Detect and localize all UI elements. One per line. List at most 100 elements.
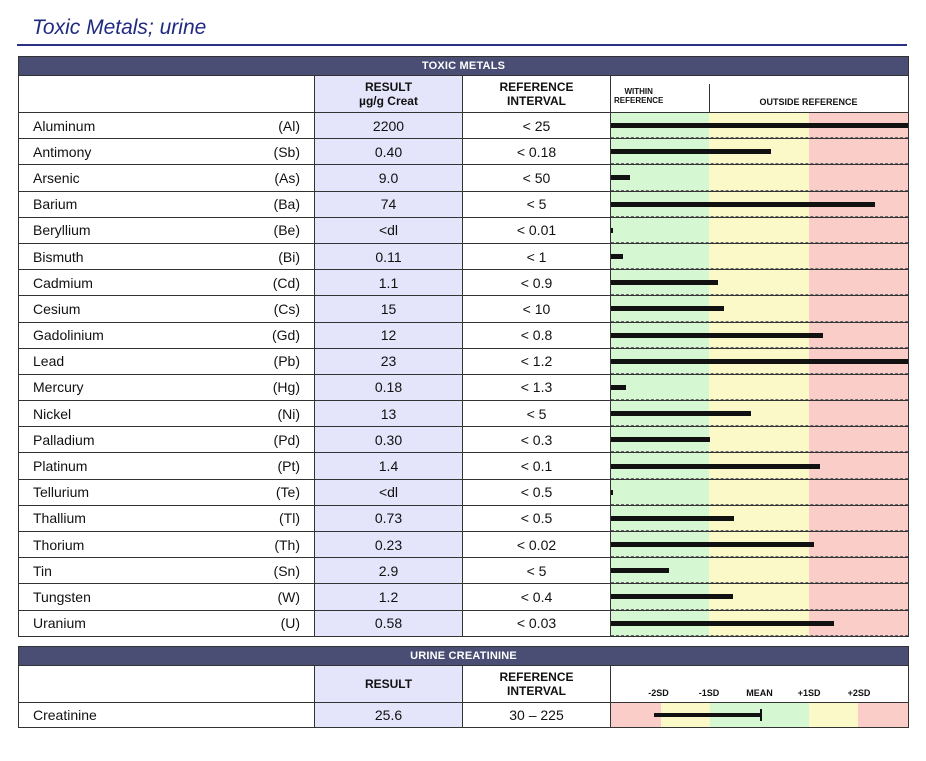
gauge-zones: [611, 165, 908, 191]
metal-result: 1.2: [314, 583, 463, 611]
metal-name-cell: Beryllium (Be): [18, 216, 315, 244]
gauge-zones: [611, 480, 908, 505]
metal-name-cell: Platinum (Pt): [18, 452, 315, 480]
metal-name-cell: Tungsten (W): [18, 583, 315, 611]
metal-result: 12: [314, 321, 463, 349]
metal-name: Bismuth: [33, 248, 84, 265]
metal-reference: < 0.03: [462, 609, 611, 637]
metal-result: 0.11: [314, 242, 463, 271]
metal-gauge: [609, 269, 910, 297]
metal-name-cell: Tellurium (Te): [18, 478, 315, 506]
outside-reference-label: OUTSIDE REFERENCE: [759, 97, 858, 107]
sd-label: -1SD: [698, 688, 720, 698]
zone-outside: [809, 270, 908, 295]
metal-result: 0.23: [314, 530, 463, 559]
result-bar: [611, 437, 711, 443]
metal-gauge: [609, 426, 910, 454]
gauge-zones: [611, 244, 908, 269]
metal-name-cell: Cesium (Cs): [18, 295, 315, 323]
metal-symbol: (As): [274, 169, 300, 186]
metal-result: <dl: [314, 216, 463, 244]
zone-high-caution: [809, 703, 859, 727]
metal-symbol: (Cs): [273, 300, 300, 317]
metal-symbol: (Bi): [278, 248, 300, 265]
metal-name: Cadmium: [33, 274, 93, 291]
gauge-dash-line: [611, 294, 908, 295]
metal-name-cell: Palladium (Pd): [18, 426, 315, 454]
gauge-dash-line: [611, 530, 908, 531]
zone-caution: [709, 218, 809, 243]
metal-result: 23: [314, 347, 463, 375]
metal-rows: Aluminum (Al) 2200 < 25 Antimony (Sb) 0.…: [18, 111, 910, 637]
result-bar: [611, 542, 815, 548]
metal-reference: < 5: [462, 557, 611, 585]
result-bar: [611, 123, 908, 129]
metal-name: Gadolinium: [33, 327, 104, 344]
metal-gauge: [609, 504, 910, 533]
metal-gauge: [609, 609, 910, 637]
metal-name: Antimony: [33, 143, 92, 160]
metal-name: Nickel: [33, 405, 72, 422]
metal-name: Tungsten: [33, 588, 91, 605]
zone-caution: [709, 427, 809, 452]
zone-outside: [809, 323, 908, 348]
metal-reference: < 0.18: [462, 138, 611, 166]
creatinine-reference-line2: INTERVAL: [507, 684, 566, 698]
metal-symbol: (Be): [273, 222, 300, 239]
metal-reference: < 0.9: [462, 269, 611, 297]
metal-name-cell: Gadolinium (Gd): [18, 321, 315, 349]
metal-symbol: (Ba): [273, 196, 300, 213]
result-header-line1: RESULT: [364, 80, 413, 94]
gauge-header: WITHIN REFERENCE OUTSIDE REFERENCE: [609, 75, 910, 113]
metal-name-cell: Barium (Ba): [18, 190, 315, 218]
metal-result: 13: [314, 400, 463, 428]
metal-symbol: (Pb): [273, 353, 300, 370]
table-row: Tungsten (W) 1.2 < 0.4: [18, 583, 910, 611]
zone-low-outside: [611, 703, 661, 727]
metal-gauge: [609, 111, 910, 140]
result-bar: [611, 411, 751, 417]
metal-symbol: (Sn): [273, 562, 300, 579]
metal-name-cell: Uranium (U): [18, 609, 315, 637]
gauge-dash-line: [611, 163, 908, 164]
creatinine-reference: 30 – 225: [462, 702, 611, 728]
table-row: Antimony (Sb) 0.40 < 0.18: [18, 138, 910, 166]
zone-outside: [809, 218, 908, 243]
result-bar: [611, 568, 669, 574]
zone-outside: [809, 427, 908, 452]
metal-reference: < 0.5: [462, 478, 611, 506]
zone-within: [611, 375, 709, 400]
metal-reference: < 0.1: [462, 452, 611, 480]
metal-gauge: [609, 583, 910, 611]
metal-reference: < 1.3: [462, 373, 611, 402]
sd-scale-header: -2SD -1SD MEAN +1SD +2SD: [609, 665, 910, 703]
gauge-zones: [611, 113, 908, 138]
result-bar: [611, 620, 834, 626]
zone-caution: [709, 270, 809, 295]
metal-symbol: (Pd): [273, 431, 300, 448]
metal-reference: < 0.4: [462, 583, 611, 611]
gauge-zones: [611, 218, 908, 243]
metal-gauge: [609, 373, 910, 402]
gauge-zones: [611, 375, 908, 400]
metal-result: 15: [314, 295, 463, 323]
metal-name-cell: Aluminum (Al): [18, 111, 315, 140]
urine-creatinine-table: URINE CREATININE RESULT REFERENCE INTERV…: [17, 646, 910, 728]
table-row: Nickel (Ni) 13 < 5: [18, 400, 910, 428]
metal-symbol: (Gd): [272, 327, 300, 344]
gauge-dash-line: [611, 477, 908, 479]
metal-name-cell: Tin (Sn): [18, 557, 315, 585]
metal-result: 0.73: [314, 504, 463, 533]
metal-gauge: [609, 295, 910, 323]
metal-reference: < 1.2: [462, 347, 611, 375]
metal-symbol: (Al): [278, 117, 300, 134]
metal-name-cell: Bismuth (Bi): [18, 242, 315, 271]
table-row: Thorium (Th) 0.23 < 0.02: [18, 530, 910, 559]
table-row: Barium (Ba) 74 < 5: [18, 190, 910, 218]
table-row: Gadolinium (Gd) 12 < 0.8: [18, 321, 910, 349]
metal-symbol: (Th): [274, 536, 300, 553]
table-row: Platinum (Pt) 1.4 < 0.1: [18, 452, 910, 480]
gauge-dash-line: [611, 268, 908, 269]
metal-name: Uranium: [33, 615, 86, 632]
metal-result: 0.58: [314, 609, 463, 637]
